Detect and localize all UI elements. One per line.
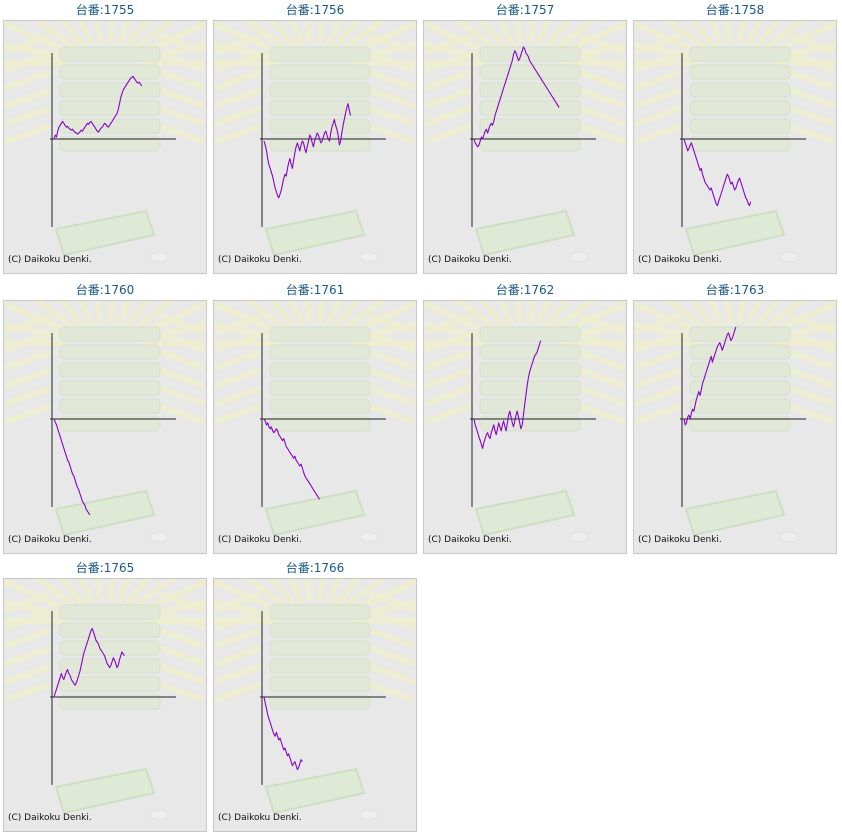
slump-graph <box>214 21 416 263</box>
chart-cell: 台番:1761 (C) Daikoku Denki. <box>210 280 420 558</box>
series-line <box>53 627 125 698</box>
copyright-text: (C) Daikoku Denki. <box>428 535 512 545</box>
chart-panel[interactable]: (C) Daikoku Denki. <box>423 20 627 274</box>
series-line <box>683 138 752 207</box>
copyright-text: (C) Daikoku Denki. <box>218 535 302 545</box>
slump-graph <box>4 21 206 263</box>
chart-title-link[interactable]: 台番:1763 <box>705 283 765 297</box>
chart-title-link[interactable]: 台番:1765 <box>75 561 135 575</box>
background-rays <box>4 301 206 543</box>
slump-graph <box>214 301 416 543</box>
copyright-text: (C) Daikoku Denki. <box>218 813 302 823</box>
chart-title-link[interactable]: 台番:1766 <box>285 561 345 575</box>
chart-cell: 台番:1756 (C) Daikoku Denki. <box>210 0 420 278</box>
slump-graph <box>214 579 416 821</box>
background-rays <box>214 301 416 543</box>
copyright-text: (C) Daikoku Denki. <box>638 255 722 265</box>
series-line <box>263 696 303 771</box>
slump-graph <box>424 21 626 263</box>
background-rays <box>424 301 626 543</box>
slump-graph <box>634 301 836 543</box>
copyright-text: (C) Daikoku Denki. <box>218 255 302 265</box>
background-rays <box>634 301 836 543</box>
chart-title-link[interactable]: 台番:1757 <box>495 3 555 17</box>
slump-graph <box>4 301 206 543</box>
chart-panel[interactable]: (C) Daikoku Denki. <box>423 300 627 554</box>
background-rays <box>4 21 206 263</box>
slump-graph <box>4 579 206 821</box>
copyright-text: (C) Daikoku Denki. <box>428 255 512 265</box>
chart-cell: 台番:1755 (C) Daikoku Denki. <box>0 0 210 278</box>
chart-title-link[interactable]: 台番:1760 <box>75 283 135 297</box>
series-line <box>53 418 91 516</box>
background-rays <box>634 21 836 263</box>
chart-panel[interactable]: (C) Daikoku Denki. <box>633 20 837 274</box>
chart-panel[interactable]: (C) Daikoku Denki. <box>213 578 417 832</box>
series-line <box>473 46 560 148</box>
copyright-text: (C) Daikoku Denki. <box>638 535 722 545</box>
chart-cell: 台番:1760 (C) Daikoku Denki. <box>0 280 210 558</box>
chart-panel[interactable]: (C) Daikoku Denki. <box>213 20 417 274</box>
series-line <box>263 103 352 199</box>
chart-cell: 台番:1762 (C) Daikoku Denki. <box>420 280 630 558</box>
slump-graph <box>424 301 626 543</box>
series-line <box>683 326 737 426</box>
copyright-text: (C) Daikoku Denki. <box>8 535 92 545</box>
chart-title-link[interactable]: 台番:1758 <box>705 3 765 17</box>
background-rays <box>4 579 206 821</box>
chart-panel[interactable]: (C) Daikoku Denki. <box>633 300 837 554</box>
copyright-text: (C) Daikoku Denki. <box>8 813 92 823</box>
copyright-text: (C) Daikoku Denki. <box>8 255 92 265</box>
background-rays <box>214 579 416 821</box>
chart-title-link[interactable]: 台番:1756 <box>285 3 345 17</box>
chart-cell: 台番:1758 (C) Daikoku Denki. <box>630 0 840 278</box>
chart-title-link[interactable]: 台番:1755 <box>75 3 135 17</box>
background-rays <box>214 21 416 263</box>
chart-cell: 台番:1765 (C) Daikoku Denki. <box>0 558 210 836</box>
chart-panel[interactable]: (C) Daikoku Denki. <box>3 578 207 832</box>
slump-graph <box>634 21 836 263</box>
chart-title-link[interactable]: 台番:1762 <box>495 283 555 297</box>
chart-panel[interactable]: (C) Daikoku Denki. <box>3 20 207 274</box>
chart-cell: 台番:1766 (C) Daikoku Denki. <box>210 558 420 836</box>
chart-panel[interactable]: (C) Daikoku Denki. <box>3 300 207 554</box>
series-line <box>53 75 143 140</box>
chart-cell: 台番:1763 (C) Daikoku Denki. <box>630 280 840 558</box>
chart-panel[interactable]: (C) Daikoku Denki. <box>213 300 417 554</box>
chart-title-link[interactable]: 台番:1761 <box>285 283 345 297</box>
series-line <box>473 340 542 449</box>
chart-cell: 台番:1757 (C) Daikoku Denki. <box>420 0 630 278</box>
series-line <box>263 418 321 500</box>
background-rays <box>424 21 626 263</box>
